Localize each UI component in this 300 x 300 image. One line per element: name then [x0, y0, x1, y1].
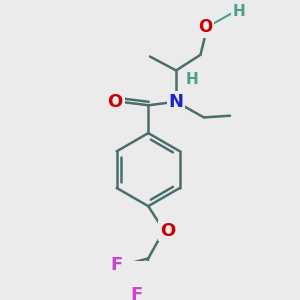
Text: F: F — [111, 256, 123, 274]
Text: F: F — [130, 286, 142, 300]
Text: O: O — [199, 18, 213, 36]
Text: N: N — [169, 93, 184, 111]
Text: O: O — [108, 93, 123, 111]
Text: O: O — [160, 221, 175, 239]
Text: H: H — [232, 4, 245, 19]
Text: H: H — [185, 72, 198, 87]
